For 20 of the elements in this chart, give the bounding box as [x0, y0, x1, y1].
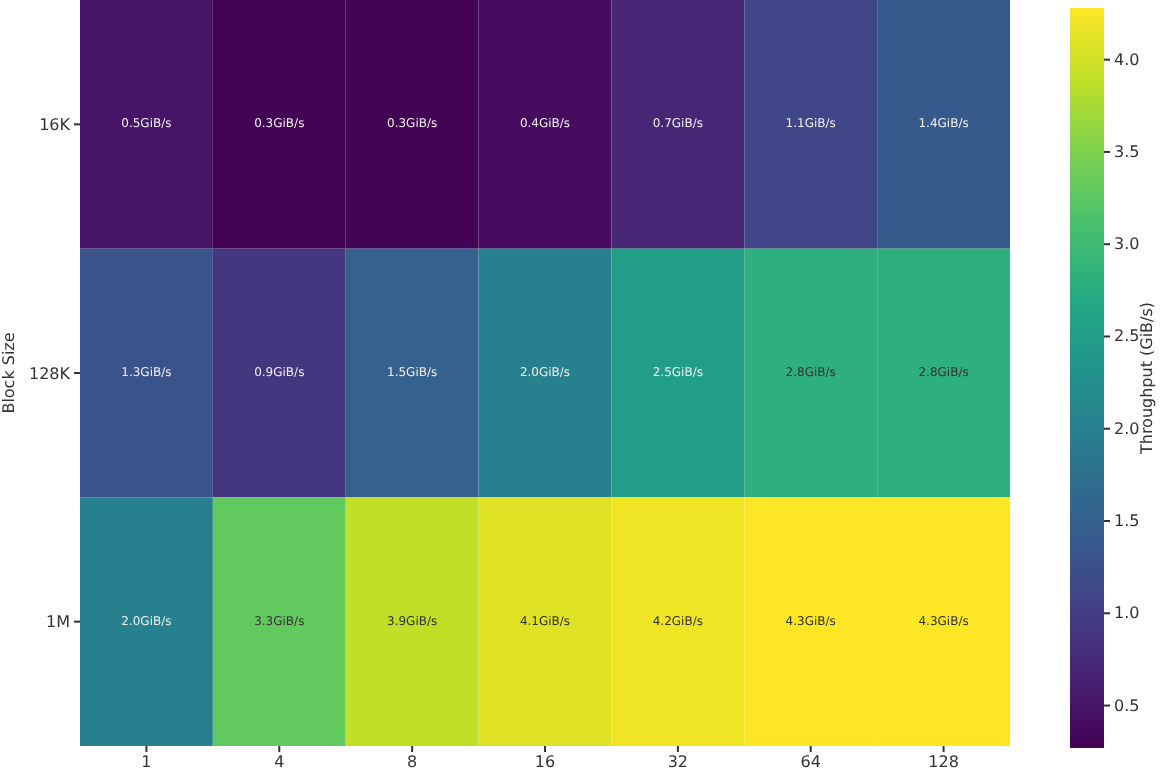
y-tick-label: 128K: [28, 364, 72, 383]
y-axis-title: Block Size: [0, 332, 18, 414]
x-tick-label: 64: [800, 753, 821, 772]
x-tick-label: 4: [274, 753, 285, 772]
color-bar-label: 3.5: [1114, 142, 1140, 161]
color-bar-label: 4.0: [1114, 50, 1140, 69]
color-bar-label: 2.5: [1114, 327, 1140, 346]
x-tick-label: 8: [407, 753, 418, 772]
y-tick-label: 16K: [39, 116, 72, 135]
x-tick-label: 16: [534, 753, 556, 772]
x-tick-label: 1: [141, 753, 152, 772]
x-tick-label: 32: [667, 753, 689, 772]
color-bar-label: 0.5: [1114, 696, 1140, 715]
color-bar-label: 1.0: [1114, 604, 1140, 623]
color-bar-label: 3.0: [1114, 235, 1140, 254]
color-bar-label: 1.5: [1114, 512, 1140, 531]
y-tick-label: 1M: [46, 613, 71, 632]
x-tick-label: 128: [928, 753, 959, 772]
color-bar-title: Throughput (GiB/s): [1138, 301, 1156, 457]
color-bar-label: 2.0: [1114, 419, 1140, 438]
